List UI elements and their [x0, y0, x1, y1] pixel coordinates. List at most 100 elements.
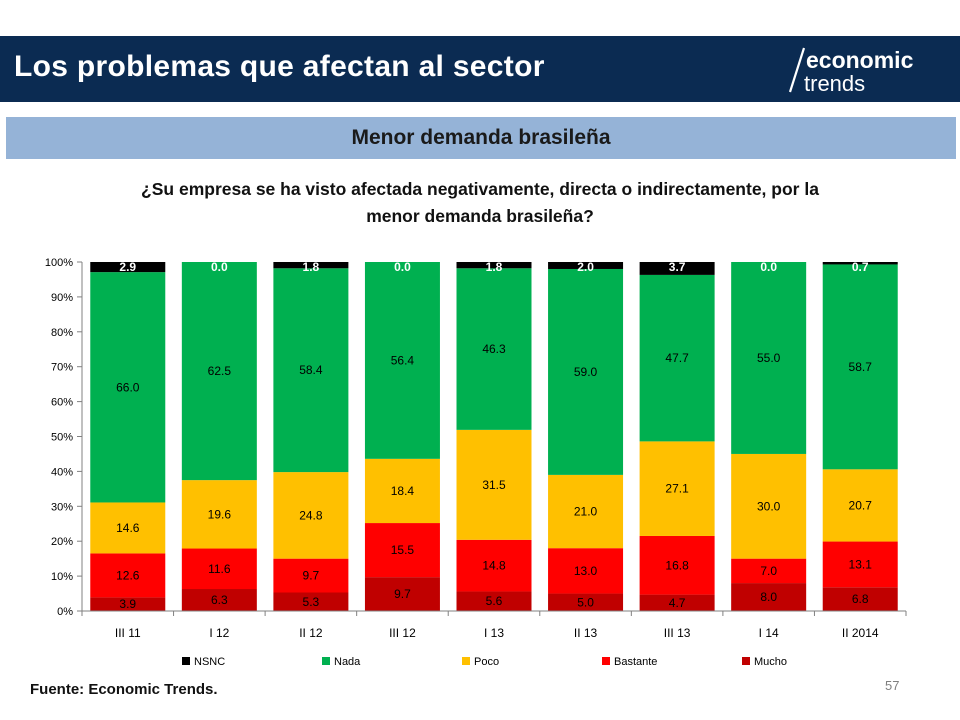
- data-label-nsnc: 0.0: [394, 260, 411, 274]
- data-label-mucho: 4.7: [669, 596, 686, 610]
- bar-segment-bastante: [822, 541, 898, 588]
- data-label-bastante: 7.0: [760, 564, 777, 578]
- data-label-nsnc: 0.7: [852, 260, 869, 274]
- data-label-nsnc: 3.7: [669, 260, 686, 274]
- y-tick-label: 30%: [51, 501, 73, 513]
- bar-segment-poco: [822, 469, 898, 542]
- x-category-label: II 13: [574, 626, 598, 640]
- bar-segment-poco: [456, 429, 532, 540]
- bar-segment-mucho: [639, 594, 715, 611]
- question-line-1: ¿Su empresa se ha visto afectada negativ…: [141, 179, 819, 199]
- bar-segment-nada: [181, 262, 257, 481]
- data-label-nada: 47.7: [665, 351, 689, 365]
- legend-label-poco: Poco: [474, 656, 499, 668]
- data-label-poco: 20.7: [849, 498, 873, 512]
- data-label-nada: 55.0: [757, 351, 781, 365]
- bar-segment-nada: [731, 262, 807, 454]
- bar-segment-poco: [273, 472, 349, 559]
- data-label-poco: 14.6: [116, 521, 140, 535]
- bar-segment-poco: [181, 480, 257, 549]
- data-label-nada: 56.4: [391, 353, 415, 367]
- bar-segment-bastante: [181, 548, 257, 590]
- x-category-label: III 11: [115, 626, 141, 640]
- bar-segment-mucho: [90, 597, 166, 611]
- bar-segment-nada: [639, 274, 715, 442]
- data-label-mucho: 9.7: [394, 587, 411, 601]
- bar-segment-mucho: [548, 593, 624, 611]
- data-label-nsnc: 1.8: [303, 260, 320, 274]
- bar-segment-poco: [731, 453, 807, 559]
- x-category-label: III 12: [389, 626, 416, 640]
- y-tick-label: 100%: [45, 257, 73, 269]
- bar-segment-nsnc: [273, 262, 349, 269]
- data-label-mucho: 5.3: [303, 595, 320, 609]
- data-label-poco: 21.0: [574, 505, 598, 519]
- data-label-bastante: 13.0: [574, 564, 598, 578]
- data-label-nada: 66.0: [116, 380, 140, 394]
- logo-line2: trends: [804, 71, 865, 96]
- data-label-poco: 31.5: [482, 478, 506, 492]
- source-note: Fuente: Economic Trends.: [30, 681, 218, 698]
- data-label-mucho: 8.0: [760, 590, 777, 604]
- data-label-nada: 58.7: [849, 360, 873, 374]
- x-category-label: I 12: [209, 626, 229, 640]
- x-category-label: III 13: [664, 626, 691, 640]
- header-bar: Los problemas que afectan al sector econ…: [0, 36, 960, 102]
- data-label-bastante: 16.8: [665, 558, 689, 572]
- survey-question: ¿Su empresa se ha visto afectada negativ…: [60, 176, 900, 230]
- data-label-bastante: 15.5: [391, 543, 415, 557]
- legend-swatch-nsnc: [182, 657, 190, 665]
- data-label-poco: 24.8: [299, 508, 323, 522]
- data-label-bastante: 11.6: [208, 562, 231, 576]
- subtitle-label: Menor demanda brasileña: [351, 126, 611, 149]
- bar-segment-nsnc: [456, 262, 532, 269]
- economic-trends-logo: economic trends: [788, 47, 914, 96]
- bar-segment-mucho: [731, 583, 807, 611]
- bar-segment-bastante: [456, 539, 532, 592]
- y-tick-label: 70%: [51, 362, 73, 374]
- data-label-nada: 59.0: [574, 365, 598, 379]
- bar-segment-mucho: [273, 592, 349, 611]
- data-label-nada: 46.3: [482, 342, 506, 356]
- page-title: Los problemas que afectan al sector: [14, 50, 545, 83]
- data-label-nada: 58.4: [299, 363, 323, 377]
- bar-segment-poco: [364, 458, 440, 524]
- data-label-mucho: 6.3: [211, 593, 228, 607]
- bar-segment-nada: [456, 268, 532, 430]
- bar-segment-bastante: [548, 548, 624, 594]
- data-label-mucho: 3.9: [119, 597, 136, 611]
- bar-segment-nada: [364, 262, 440, 459]
- bar-segment-bastante: [639, 535, 715, 595]
- legend-label-mucho: Mucho: [754, 656, 787, 668]
- bar-segment-bastante: [364, 523, 440, 578]
- y-tick-label: 80%: [51, 327, 73, 339]
- bar-segment-bastante: [273, 558, 349, 593]
- data-label-mucho: 6.8: [852, 592, 869, 606]
- bar-segment-poco: [548, 474, 624, 549]
- bar-segment-mucho: [181, 589, 257, 611]
- legend-swatch-mucho: [742, 657, 750, 665]
- data-label-bastante: 12.6: [116, 568, 140, 582]
- data-label-nsnc: 0.0: [211, 260, 228, 274]
- legend-label-nsnc: NSNC: [194, 656, 225, 668]
- bar-segment-mucho: [822, 587, 898, 611]
- bar-segment-poco: [90, 502, 166, 554]
- data-label-bastante: 9.7: [303, 569, 320, 583]
- y-tick-label: 40%: [51, 466, 73, 478]
- bar-segment-nada: [822, 264, 898, 470]
- data-label-nsnc: 1.8: [486, 260, 503, 274]
- y-tick-label: 50%: [51, 432, 73, 444]
- legend-label-bastante: Bastante: [614, 656, 657, 668]
- x-category-label: II 12: [299, 626, 323, 640]
- data-label-nsnc: 2.9: [119, 260, 136, 274]
- data-label-bastante: 14.8: [482, 559, 506, 573]
- data-label-poco: 19.6: [208, 507, 232, 521]
- data-label-nsnc: 2.0: [577, 260, 594, 274]
- page-number: 57: [885, 678, 900, 693]
- data-label-poco: 30.0: [757, 499, 781, 513]
- legend-swatch-poco: [462, 657, 470, 665]
- data-label-poco: 27.1: [665, 482, 689, 496]
- legend-swatch-nada: [322, 657, 330, 665]
- y-tick-label: 60%: [51, 397, 73, 409]
- data-label-poco: 18.4: [391, 484, 415, 498]
